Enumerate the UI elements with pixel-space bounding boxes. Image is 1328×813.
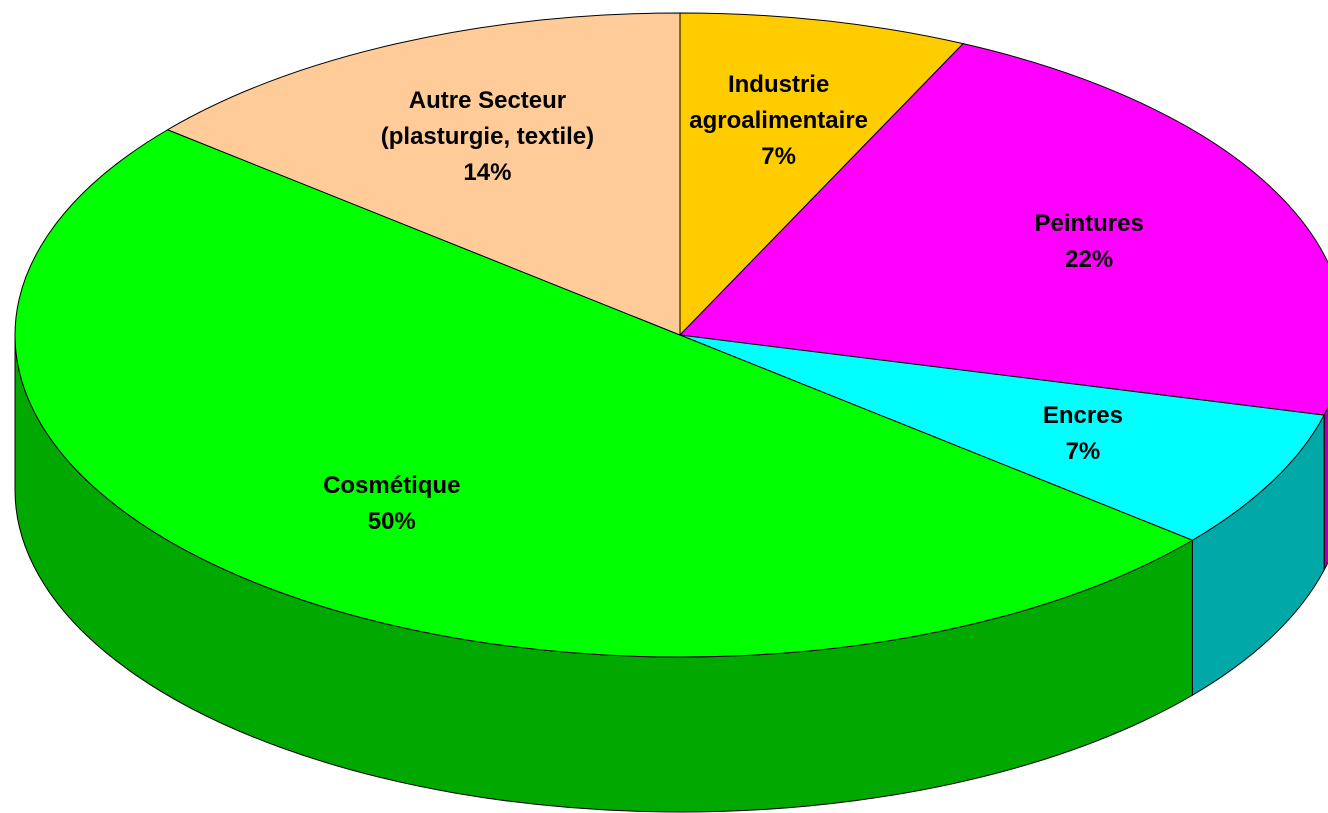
slice	[679, 12, 965, 337]
slice-value: 50%	[367, 507, 416, 535]
slice	[14, 129, 1194, 658]
slice	[166, 12, 681, 336]
slice-name: Autre Secteur (plasturgie, textile)	[380, 86, 595, 150]
slice-value: 7%	[1065, 438, 1101, 466]
slice-name: Cosmétique	[323, 471, 461, 499]
slice-value: 7%	[761, 143, 796, 171]
slice	[679, 334, 1325, 541]
slice	[678, 43, 1328, 416]
data-label: Industrie agroalimentaire 7%	[649, 67, 909, 175]
data-label: Peintures 22%	[979, 206, 1199, 278]
data-label: Cosmétique 50%	[282, 468, 502, 540]
slice-value: 14%	[463, 158, 512, 186]
data-label: Encres 7%	[973, 398, 1193, 470]
slice-name: Industrie agroalimentaire	[689, 71, 868, 135]
slice-name: Peintures	[1034, 209, 1144, 237]
slice-name: Encres	[1042, 402, 1123, 430]
data-label: Autre Secteur (plasturgie, textile) 14%	[357, 83, 617, 191]
slice-value: 22%	[1065, 245, 1114, 273]
